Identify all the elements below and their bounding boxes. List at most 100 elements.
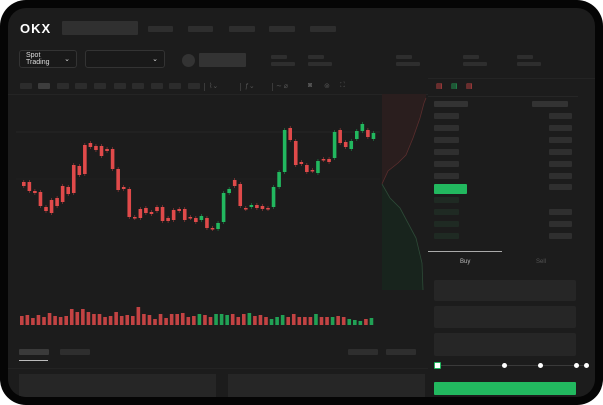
slider-stop[interactable] [538,363,543,368]
candle [327,159,331,162]
ask-price [434,113,459,119]
candle [44,207,48,211]
volume-bar [353,320,357,325]
volume-bar [291,314,296,325]
nav-item[interactable] [229,26,255,32]
candle [349,141,354,149]
search-bar[interactable] [62,21,138,35]
amount-slider[interactable] [438,365,588,366]
market-dropdown[interactable]: Spot Trading ⌄ [19,50,77,68]
orderbook-both-icon[interactable]: ▤ [436,83,443,90]
tab-buy[interactable]: Buy [460,259,471,265]
volume-bar [308,317,313,325]
ask-size [549,113,572,119]
candle [194,218,198,222]
candle [277,172,281,187]
slider-handle[interactable] [434,362,441,369]
volume-bar [269,319,274,325]
bid-size [549,233,572,239]
tab-sell[interactable]: Sell [536,259,547,265]
timeframe-option[interactable] [75,83,87,89]
candle [166,218,170,221]
timeframe-option[interactable] [38,83,50,89]
tab-order-history[interactable] [60,349,90,355]
volume-bar [330,317,335,325]
orders-panel [19,374,216,397]
filter-button[interactable] [348,349,378,355]
amount-input[interactable] [434,306,576,328]
volume-bar [92,314,96,325]
candle [282,130,287,172]
bid-price [434,209,459,215]
nav-item[interactable] [269,26,295,32]
ask-price [434,125,459,131]
slider-stop[interactable] [574,363,579,368]
volume-bar [58,317,63,325]
volume-bar [319,317,324,325]
candle [216,223,220,229]
candlestick-chart[interactable] [8,8,428,338]
timeframe-option[interactable] [57,83,69,89]
bid-price [434,221,459,227]
volume-bar [214,314,218,325]
volume-bar [31,318,35,325]
orderbook-header [532,101,568,107]
candle [244,208,248,210]
candle [55,198,59,206]
candle [88,143,93,147]
pair-dropdown[interactable]: ⌄ [85,50,165,68]
volume-bar [203,315,207,325]
candle [27,182,32,191]
price-input[interactable] [434,280,576,301]
candle [255,205,259,208]
last-price [434,184,467,194]
slider-stop[interactable] [584,363,589,368]
candle-type-icon[interactable]: ⌇⌄ [209,83,219,90]
okx-logo[interactable]: OKX [20,21,52,36]
depth-bids-line [381,183,424,291]
volume-bar [369,318,374,325]
camera-icon[interactable]: ◙ [308,82,313,89]
volume-bar [20,316,24,325]
volume-bar [341,317,346,325]
buy-button[interactable] [434,382,576,395]
candle [238,184,243,206]
timeframe-option[interactable] [151,83,163,89]
total-input[interactable] [434,333,576,356]
price-display [199,53,246,67]
volume-bar [158,314,163,325]
orderbook-buy-icon[interactable]: ▤ [451,83,458,90]
volume-bar [364,319,368,325]
candle [83,145,87,174]
filter-button[interactable] [386,349,416,355]
settings-icon[interactable]: ⊚ [324,83,330,90]
active-tab-indicator [19,360,48,361]
depth-asks-line [381,97,427,185]
nav-item[interactable] [188,26,213,32]
timeframe-option[interactable] [132,83,144,89]
candle [60,186,65,202]
draw-icon[interactable]: ∼ ⌀ [276,83,289,90]
timeframe-option[interactable] [188,83,200,89]
nav-item[interactable] [148,26,173,32]
candle [266,208,270,210]
timeframe-option[interactable] [20,83,32,89]
fullscreen-icon[interactable]: ⛶ [340,82,345,89]
volume-bar [108,316,113,325]
assets-panel [228,374,425,397]
ask-size [549,184,572,190]
indicator-icon[interactable]: ƒ⌄ [245,83,255,90]
slider-stop[interactable] [502,363,507,368]
tab-open-orders[interactable] [19,349,49,355]
orderbook-sell-icon[interactable]: ▤ [466,83,473,90]
volume-bar [75,312,80,325]
ask-price [434,149,459,155]
candle [355,131,359,139]
volume-bar [142,314,146,325]
timeframe-option[interactable] [169,83,181,89]
volume-bar [114,312,118,325]
timeframe-option[interactable] [114,83,126,89]
nav-item[interactable] [310,26,336,32]
timeframe-option[interactable] [94,83,106,89]
candle [105,149,109,151]
